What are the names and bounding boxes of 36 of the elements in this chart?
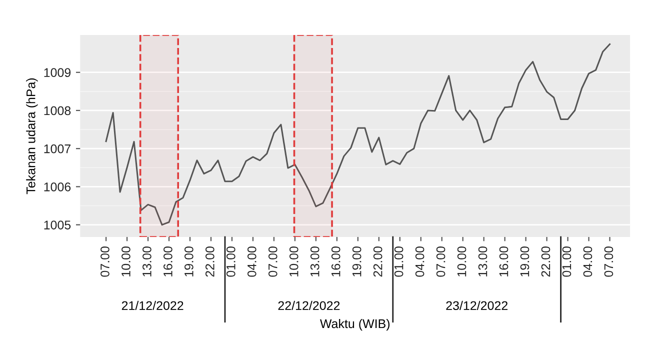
x-tick-label: 01.00 — [394, 246, 404, 277]
text: 22/12/2022 — [278, 300, 340, 310]
x-tick-label: 07.00 — [268, 246, 278, 277]
y-tick-label: 1005 — [44, 220, 71, 230]
x-tick-label: 10.00 — [289, 246, 298, 276]
x-tick-label: 22.00 — [541, 246, 550, 277]
x-tick-label: 16.00 — [164, 246, 172, 276]
text: 23/12/2022 — [446, 300, 508, 310]
x-tick-label: 07.00 — [436, 246, 446, 277]
x-tick-label: 04.00 — [247, 246, 256, 277]
x-tick-label: 04.00 — [415, 246, 424, 277]
x-tick-label: 01.00 — [226, 246, 236, 277]
x-axis-title: Waktu (WIB) — [320, 318, 390, 331]
x-tick-label: 16.00 — [331, 246, 340, 276]
x-tick-label: 22.00 — [373, 246, 382, 277]
text: 21/12/2022 — [122, 300, 184, 310]
x-tick-label: 13.00 — [142, 246, 152, 276]
x-tick-label: 01.00 — [562, 246, 572, 277]
x-tick-label: 13.00 — [478, 246, 488, 276]
y-tick-label: 1006 — [44, 182, 71, 192]
x-tick-label: 13.00 — [310, 246, 320, 276]
y-tick-label: 1007 — [44, 144, 70, 154]
y-tick-label: 1009 — [44, 68, 71, 78]
x-tick-label: 07.00 — [604, 246, 614, 277]
x-tick-label: 16.00 — [499, 246, 508, 276]
x-tick-label: 19.00 — [184, 246, 194, 276]
x-tick-label: 10.00 — [457, 246, 466, 276]
x-tick-label: 19.00 — [520, 246, 530, 276]
y-tick-label: 1008 — [44, 106, 71, 116]
x-tick-label: 19.00 — [352, 246, 362, 276]
x-tick-label: 22.00 — [205, 246, 214, 277]
x-tick-label: 07.00 — [100, 246, 110, 277]
y-axis-title: Tekanan udara (hPa) — [26, 78, 38, 194]
line-series — [105, 43, 611, 226]
x-tick-label: 04.00 — [583, 246, 592, 277]
x-tick-label: 10.00 — [122, 246, 130, 276]
